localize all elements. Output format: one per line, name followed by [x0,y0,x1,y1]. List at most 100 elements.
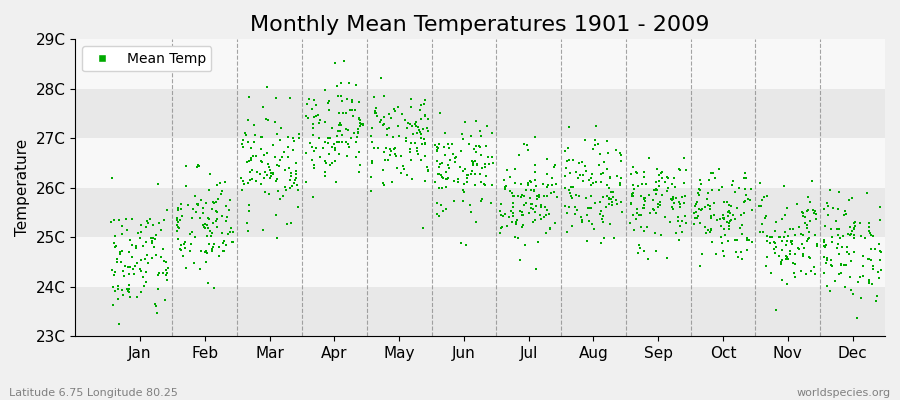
Point [503,188,517,195]
Point [737,199,751,205]
Point [506,210,520,216]
Point [171,219,185,225]
Point [660,174,674,180]
Point [242,201,256,208]
Point [574,219,589,225]
Point [439,183,454,190]
Point [413,129,428,135]
Point [338,139,353,146]
Point [328,147,342,153]
Point [846,232,860,238]
Point [146,222,160,228]
Point [759,262,773,269]
Point [809,241,824,248]
Point [368,108,382,114]
Point [465,160,480,166]
Point [602,201,616,208]
Point [284,182,299,189]
Point [154,254,168,260]
Point [834,244,849,250]
Point [517,141,531,148]
Point [235,187,249,193]
Point [273,196,287,202]
Point [605,202,619,208]
Point [256,104,271,111]
Point [412,127,427,134]
Point [784,238,798,245]
Point [324,124,338,131]
Point [406,131,420,137]
Point [256,175,271,181]
Point [614,174,628,181]
Point [336,109,350,116]
Point [518,242,532,248]
Point [392,133,406,140]
Point [458,118,473,125]
Point [724,203,738,209]
Point [802,229,816,236]
Point [376,122,391,128]
Point [354,162,368,168]
Point [816,205,831,212]
Point [436,144,451,150]
Point [561,145,575,152]
Point [850,315,864,321]
Point [190,161,204,168]
Point [722,226,736,232]
Point [744,207,759,213]
Point [402,146,417,152]
Point [674,194,688,200]
Point [841,231,855,237]
Point [562,170,577,176]
Point [312,117,327,123]
Point [288,177,302,183]
Point [219,242,233,248]
Point [531,239,545,246]
Point [160,270,175,276]
Point [853,274,868,280]
Point [832,251,846,257]
Point [151,286,166,292]
Point [178,182,193,189]
Point [506,213,520,220]
Point [565,223,580,229]
Point [216,248,230,254]
Point [482,161,497,168]
Point [669,194,683,201]
Point [140,279,154,286]
Point [261,161,275,168]
Point [331,122,346,129]
Point [274,154,289,160]
Point [333,121,347,128]
Point [353,120,367,126]
Point [307,165,321,172]
Point [614,158,628,164]
Point [655,175,670,181]
Point [400,125,414,131]
Point [843,224,858,230]
Point [824,262,839,269]
Point [583,175,598,182]
Point [724,182,739,188]
Point [868,246,883,253]
Point [515,209,529,216]
Point [598,204,613,210]
Point [318,169,332,176]
Point [533,212,547,218]
Point [158,296,172,303]
Point [199,200,213,206]
Point [429,200,444,206]
Point [706,169,720,176]
Point [458,166,473,172]
Point [125,265,140,272]
Point [256,159,270,166]
Point [480,122,494,129]
Legend: Mean Temp: Mean Temp [82,46,212,71]
Point [519,142,534,148]
Point [270,176,284,183]
Point [139,256,153,262]
Point [414,130,428,137]
Point [156,270,170,276]
Point [374,74,388,81]
Point [184,240,199,247]
